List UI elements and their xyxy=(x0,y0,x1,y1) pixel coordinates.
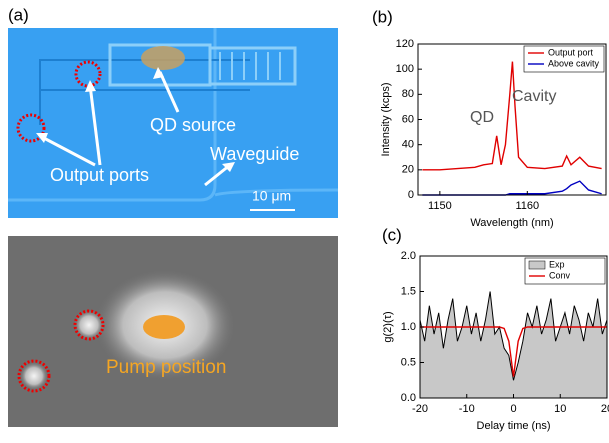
x-axis-label: Delay time (ns) xyxy=(477,420,551,432)
panel-label: (c) xyxy=(382,225,402,244)
legend-box xyxy=(523,45,605,73)
annotation: Cavity xyxy=(512,88,556,105)
line xyxy=(422,61,602,171)
area xyxy=(420,291,607,398)
legend-label: Output port xyxy=(548,47,594,57)
legend-label: Conv xyxy=(549,270,571,280)
legend-swatch xyxy=(528,260,546,270)
y-tick-label: 80 xyxy=(402,88,414,100)
y-tick-label: 20 xyxy=(402,164,414,176)
y-tick-label: 120 xyxy=(396,38,414,50)
x-tick-label: 1150 xyxy=(428,200,452,212)
annotation: QD xyxy=(470,109,494,126)
x-tick-label: 10 xyxy=(554,403,566,415)
y-axis-label: Intensity (kcps) xyxy=(380,83,392,157)
panel-label: (b) xyxy=(372,7,393,26)
x-tick-label: -10 xyxy=(459,403,475,415)
panel-label: (a) xyxy=(8,5,29,24)
x-axis-label: Wavelength (nm) xyxy=(470,217,553,229)
y-tick-label: 1.5 xyxy=(401,285,416,297)
annotation: Waveguide xyxy=(210,144,299,164)
y-tick-label: 40 xyxy=(402,139,414,151)
y-tick-label: 2.0 xyxy=(401,250,416,262)
legend-label: Above cavity xyxy=(548,58,600,68)
y-tick-label: 60 xyxy=(402,113,414,125)
y-axis-label: g(2)(τ) xyxy=(382,311,394,342)
x-tick-label: 1160 xyxy=(515,200,539,212)
annotation: Pump position xyxy=(106,357,226,378)
x-tick-label: 20 xyxy=(601,403,609,415)
scale-bar-label: 10 μm xyxy=(252,188,291,204)
line xyxy=(419,291,608,381)
y-tick-label: 0.5 xyxy=(401,356,416,368)
annotation: QD source xyxy=(150,115,236,135)
annotation: Output ports xyxy=(50,165,149,185)
y-tick-label: 100 xyxy=(396,63,414,75)
x-tick-label: 0 xyxy=(510,403,516,415)
micrograph-emission: Pump position xyxy=(8,236,338,427)
line xyxy=(420,326,607,377)
line xyxy=(422,180,602,196)
y-tick-label: 0 xyxy=(408,189,414,201)
micrograph-optical: QD source Output ports Waveguide 10 μm xyxy=(8,28,339,218)
y-tick-label: 0.0 xyxy=(401,392,416,404)
legend-label: Exp xyxy=(549,259,565,269)
y-tick-label: 1.0 xyxy=(401,321,416,333)
x-tick-label: -20 xyxy=(412,403,428,415)
